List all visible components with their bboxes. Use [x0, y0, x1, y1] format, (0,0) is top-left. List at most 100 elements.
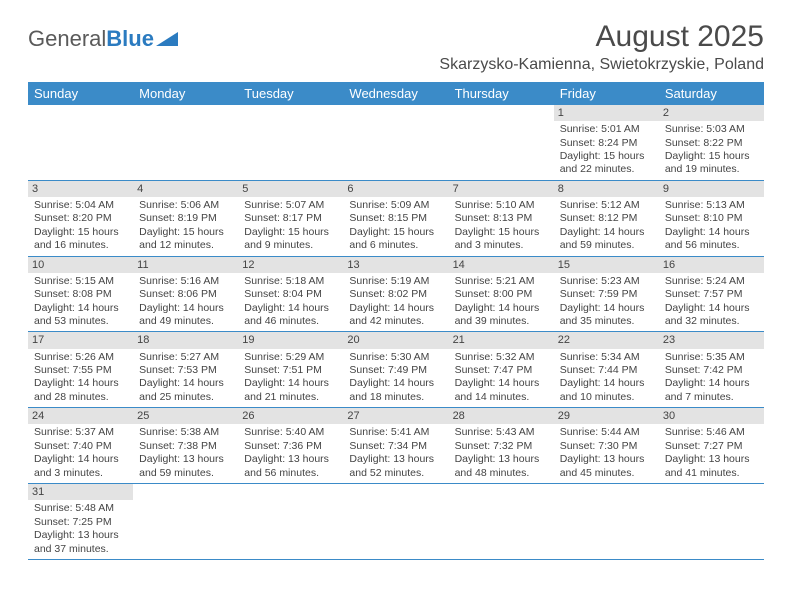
calendar-cell [554, 484, 659, 560]
sun-info: Sunrise: 5:43 AMSunset: 7:32 PMDaylight:… [453, 426, 550, 480]
sun-info-line: Sunrise: 5:01 AM [560, 123, 653, 136]
page-title: August 2025 [439, 20, 764, 54]
day-number: 14 [449, 257, 554, 273]
sun-info-line: Sunrise: 5:21 AM [455, 275, 548, 288]
sun-info-line: Daylight: 14 hours [665, 226, 758, 239]
sun-info-line: Daylight: 13 hours [244, 453, 337, 466]
sun-info-line: Sunset: 8:24 PM [560, 137, 653, 150]
sun-info: Sunrise: 5:06 AMSunset: 8:19 PMDaylight:… [137, 199, 234, 253]
sun-info: Sunrise: 5:35 AMSunset: 7:42 PMDaylight:… [663, 351, 760, 405]
sun-info-line: Daylight: 14 hours [244, 302, 337, 315]
calendar-row: 3Sunrise: 5:04 AMSunset: 8:20 PMDaylight… [28, 180, 764, 256]
logo: GeneralBlue [28, 26, 178, 52]
weekday-header: Wednesday [343, 82, 448, 105]
sun-info-line: Sunrise: 5:37 AM [34, 426, 127, 439]
day-number: 16 [659, 257, 764, 273]
sun-info-line: Daylight: 14 hours [139, 377, 232, 390]
sun-info: Sunrise: 5:24 AMSunset: 7:57 PMDaylight:… [663, 275, 760, 329]
calendar-cell: 7Sunrise: 5:10 AMSunset: 8:13 PMDaylight… [449, 180, 554, 256]
sun-info: Sunrise: 5:44 AMSunset: 7:30 PMDaylight:… [558, 426, 655, 480]
sun-info: Sunrise: 5:12 AMSunset: 8:12 PMDaylight:… [558, 199, 655, 253]
sun-info-line: Sunrise: 5:18 AM [244, 275, 337, 288]
calendar-cell: 23Sunrise: 5:35 AMSunset: 7:42 PMDayligh… [659, 332, 764, 408]
calendar-body: 1Sunrise: 5:01 AMSunset: 8:24 PMDaylight… [28, 105, 764, 559]
sun-info-line: and 59 minutes. [560, 239, 653, 252]
sun-info-line: Sunrise: 5:44 AM [560, 426, 653, 439]
sun-info-line: Sunrise: 5:09 AM [349, 199, 442, 212]
day-number: 21 [449, 332, 554, 348]
sun-info: Sunrise: 5:15 AMSunset: 8:08 PMDaylight:… [32, 275, 129, 329]
sun-info-line: Sunrise: 5:46 AM [665, 426, 758, 439]
sun-info-line: Daylight: 14 hours [244, 377, 337, 390]
day-number: 24 [28, 408, 133, 424]
calendar-cell [133, 105, 238, 180]
sun-info-line: Sunrise: 5:26 AM [34, 351, 127, 364]
weekday-header: Thursday [449, 82, 554, 105]
sun-info-line: Sunset: 8:22 PM [665, 137, 758, 150]
calendar-cell: 22Sunrise: 5:34 AMSunset: 7:44 PMDayligh… [554, 332, 659, 408]
sun-info-line: Daylight: 13 hours [560, 453, 653, 466]
sun-info-line: and 35 minutes. [560, 315, 653, 328]
sun-info: Sunrise: 5:30 AMSunset: 7:49 PMDaylight:… [347, 351, 444, 405]
sun-info-line: Sunset: 7:32 PM [455, 440, 548, 453]
sun-info-line: Sunset: 7:36 PM [244, 440, 337, 453]
calendar-cell: 10Sunrise: 5:15 AMSunset: 8:08 PMDayligh… [28, 256, 133, 332]
calendar-cell: 30Sunrise: 5:46 AMSunset: 7:27 PMDayligh… [659, 408, 764, 484]
calendar-cell: 27Sunrise: 5:41 AMSunset: 7:34 PMDayligh… [343, 408, 448, 484]
day-number: 13 [343, 257, 448, 273]
sun-info-line: and 41 minutes. [665, 467, 758, 480]
day-number: 2 [659, 105, 764, 121]
calendar-row: 17Sunrise: 5:26 AMSunset: 7:55 PMDayligh… [28, 332, 764, 408]
day-number: 18 [133, 332, 238, 348]
sun-info-line: and 56 minutes. [244, 467, 337, 480]
calendar-cell: 16 Sunrise: 5:24 AMSunset: 7:57 PMDayligh… [659, 256, 764, 332]
day-number: 4 [133, 181, 238, 197]
calendar-row: 24Sunrise: 5:37 AMSunset: 7:40 PMDayligh… [28, 408, 764, 484]
sun-info-line: Sunset: 8:02 PM [349, 288, 442, 301]
calendar-cell [238, 484, 343, 560]
sun-info-line: Daylight: 14 hours [455, 377, 548, 390]
calendar-cell: 11Sunrise: 5:16 AMSunset: 8:06 PMDayligh… [133, 256, 238, 332]
calendar-cell: 12Sunrise: 5:18 AMSunset: 8:04 PMDayligh… [238, 256, 343, 332]
sun-info: Sunrise: 5:10 AMSunset: 8:13 PMDaylight:… [453, 199, 550, 253]
title-block: August 2025 Skarzysko-Kamienna, Swietokr… [439, 20, 764, 74]
sun-info-line: Sunrise: 5:41 AM [349, 426, 442, 439]
calendar-cell: 5Sunrise: 5:07 AMSunset: 8:17 PMDaylight… [238, 180, 343, 256]
calendar-cell: 17Sunrise: 5:26 AMSunset: 7:55 PMDayligh… [28, 332, 133, 408]
sun-info-line: and 46 minutes. [244, 315, 337, 328]
sun-info-line: and 52 minutes. [349, 467, 442, 480]
weekday-header-row: Sunday Monday Tuesday Wednesday Thursday… [28, 82, 764, 105]
sun-info-line: Sunset: 8:00 PM [455, 288, 548, 301]
sun-info-line: Sunrise: 5:35 AM [665, 351, 758, 364]
calendar-cell: 6Sunrise: 5:09 AMSunset: 8:15 PMDaylight… [343, 180, 448, 256]
sun-info: Sunrise: 5:46 AMSunset: 7:27 PMDaylight:… [663, 426, 760, 480]
sun-info-line: Sunrise: 5:29 AM [244, 351, 337, 364]
sun-info-line: Sunset: 8:20 PM [34, 212, 127, 225]
sun-info: Sunrise: 5:04 AMSunset: 8:20 PMDaylight:… [32, 199, 129, 253]
calendar-cell [28, 105, 133, 180]
sun-info: Sunrise: 5:09 AMSunset: 8:15 PMDaylight:… [347, 199, 444, 253]
sun-info-line: Sunrise: 5:15 AM [34, 275, 127, 288]
sun-info-line: Sunrise: 5:12 AM [560, 199, 653, 212]
day-number: 17 [28, 332, 133, 348]
sun-info-line: Daylight: 15 hours [665, 150, 758, 163]
calendar-cell: 26Sunrise: 5:40 AMSunset: 7:36 PMDayligh… [238, 408, 343, 484]
sun-info-line: Sunset: 8:08 PM [34, 288, 127, 301]
calendar-cell [659, 484, 764, 560]
sun-info-line: Sunset: 7:47 PM [455, 364, 548, 377]
calendar-cell: 13Sunrise: 5:19 AMSunset: 8:02 PMDayligh… [343, 256, 448, 332]
calendar-row: 1Sunrise: 5:01 AMSunset: 8:24 PMDaylight… [28, 105, 764, 180]
sun-info-line: Daylight: 14 hours [665, 377, 758, 390]
header: GeneralBlue August 2025 Skarzysko-Kamien… [28, 20, 764, 74]
sun-info-line: Sunset: 7:25 PM [34, 516, 127, 529]
sun-info-line: and 37 minutes. [34, 543, 127, 556]
day-number: 25 [133, 408, 238, 424]
sun-info-line: Daylight: 14 hours [34, 377, 127, 390]
sun-info-line: Sunset: 7:42 PM [665, 364, 758, 377]
sun-info-line: Sunset: 7:53 PM [139, 364, 232, 377]
sun-info-line: Sunrise: 5:23 AM [560, 275, 653, 288]
sun-info-line: Daylight: 15 hours [34, 226, 127, 239]
sun-info-line: Sunset: 8:04 PM [244, 288, 337, 301]
sun-info-line: and 3 minutes. [455, 239, 548, 252]
calendar-cell: 19Sunrise: 5:29 AMSunset: 7:51 PMDayligh… [238, 332, 343, 408]
